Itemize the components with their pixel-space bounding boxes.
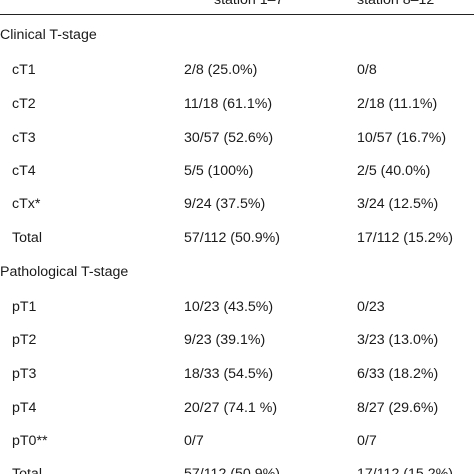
value-station-8-12: 8/27 (29.6%) [357, 400, 439, 416]
value-station-8-12: 0/7 [357, 433, 377, 449]
table-row: cT1 2/8 (25.0%) 0/8 [0, 59, 474, 81]
row-label: cT2 [12, 96, 36, 112]
row-label: pT1 [12, 299, 37, 315]
row-label: Total [12, 230, 42, 246]
value-station-1-7: 2/8 (25.0%) [184, 62, 258, 78]
section-title-pathological: Pathological T-stage [0, 264, 129, 280]
value-station-8-12: 2/5 (40.0%) [357, 163, 431, 179]
value-station-8-12: 17/112 (15.2%) [357, 230, 453, 246]
value-station-1-7: 57/112 (50.9%) [184, 230, 280, 246]
table-row: cTx* 9/24 (37.5%) 3/24 (12.5%) [0, 193, 474, 215]
section-title-row: Pathological T-stage [0, 261, 474, 283]
value-station-8-12: 0/8 [357, 62, 377, 78]
value-station-8-12: 3/23 (13.0%) [357, 332, 439, 348]
section-title-clinical: Clinical T-stage [0, 27, 97, 43]
row-label: pT3 [12, 366, 37, 382]
value-station-8-12: 6/33 (18.2%) [357, 366, 439, 382]
table-row: pT4 20/27 (74.1 %) 8/27 (29.6%) [0, 397, 474, 419]
table-row: cT2 11/18 (61.1%) 2/18 (11.1%) [0, 93, 474, 115]
row-label: cT4 [12, 163, 36, 179]
value-station-1-7: 9/23 (39.1%) [184, 332, 266, 348]
header-station-8-12: station 8–12 [357, 0, 435, 8]
value-station-1-7: 9/24 (37.5%) [184, 196, 266, 212]
value-station-8-12: 0/23 [357, 299, 385, 315]
table-header-row: station 1–7 station 8–12 [0, 0, 474, 22]
value-station-8-12: 17/112 (15.2%) [357, 466, 453, 474]
row-label: pT4 [12, 400, 37, 416]
row-label: pT0** [12, 433, 48, 449]
section-title-row: Clinical T-stage [0, 24, 474, 46]
table-row: pT1 10/23 (43.5%) 0/23 [0, 296, 474, 318]
table-row: pT2 9/23 (39.1%) 3/23 (13.0%) [0, 329, 474, 351]
row-label: cT1 [12, 62, 36, 78]
table-row-total: Total 57/112 (50.9%) 17/112 (15.2%) [0, 227, 474, 249]
value-station-8-12: 10/57 (16.7%) [357, 130, 447, 146]
value-station-1-7: 10/23 (43.5%) [184, 299, 274, 315]
header-rule [0, 14, 474, 15]
row-label: Total [12, 466, 42, 474]
value-station-1-7: 11/18 (61.1%) [184, 96, 273, 112]
header-station-1-7: station 1–7 [214, 0, 284, 8]
value-station-8-12: 3/24 (12.5%) [357, 196, 439, 212]
table-row: pT0** 0/7 0/7 [0, 430, 474, 452]
table-row-total: Total 57/112 (50.9%) 17/112 (15.2%) [0, 463, 474, 474]
table-row: cT3 30/57 (52.6%) 10/57 (16.7%) [0, 127, 474, 149]
value-station-1-7: 30/57 (52.6%) [184, 130, 274, 146]
value-station-1-7: 18/33 (54.5%) [184, 366, 274, 382]
value-station-1-7: 0/7 [184, 433, 204, 449]
table-row: pT3 18/33 (54.5%) 6/33 (18.2%) [0, 363, 474, 385]
row-label: pT2 [12, 332, 37, 348]
row-label: cT3 [12, 130, 36, 146]
row-label: cTx* [12, 196, 41, 212]
table-row: cT4 5/5 (100%) 2/5 (40.0%) [0, 160, 474, 182]
value-station-1-7: 5/5 (100%) [184, 163, 254, 179]
value-station-1-7: 57/112 (50.9%) [184, 466, 280, 474]
value-station-8-12: 2/18 (11.1%) [357, 96, 438, 112]
value-station-1-7: 20/27 (74.1 %) [184, 400, 278, 416]
